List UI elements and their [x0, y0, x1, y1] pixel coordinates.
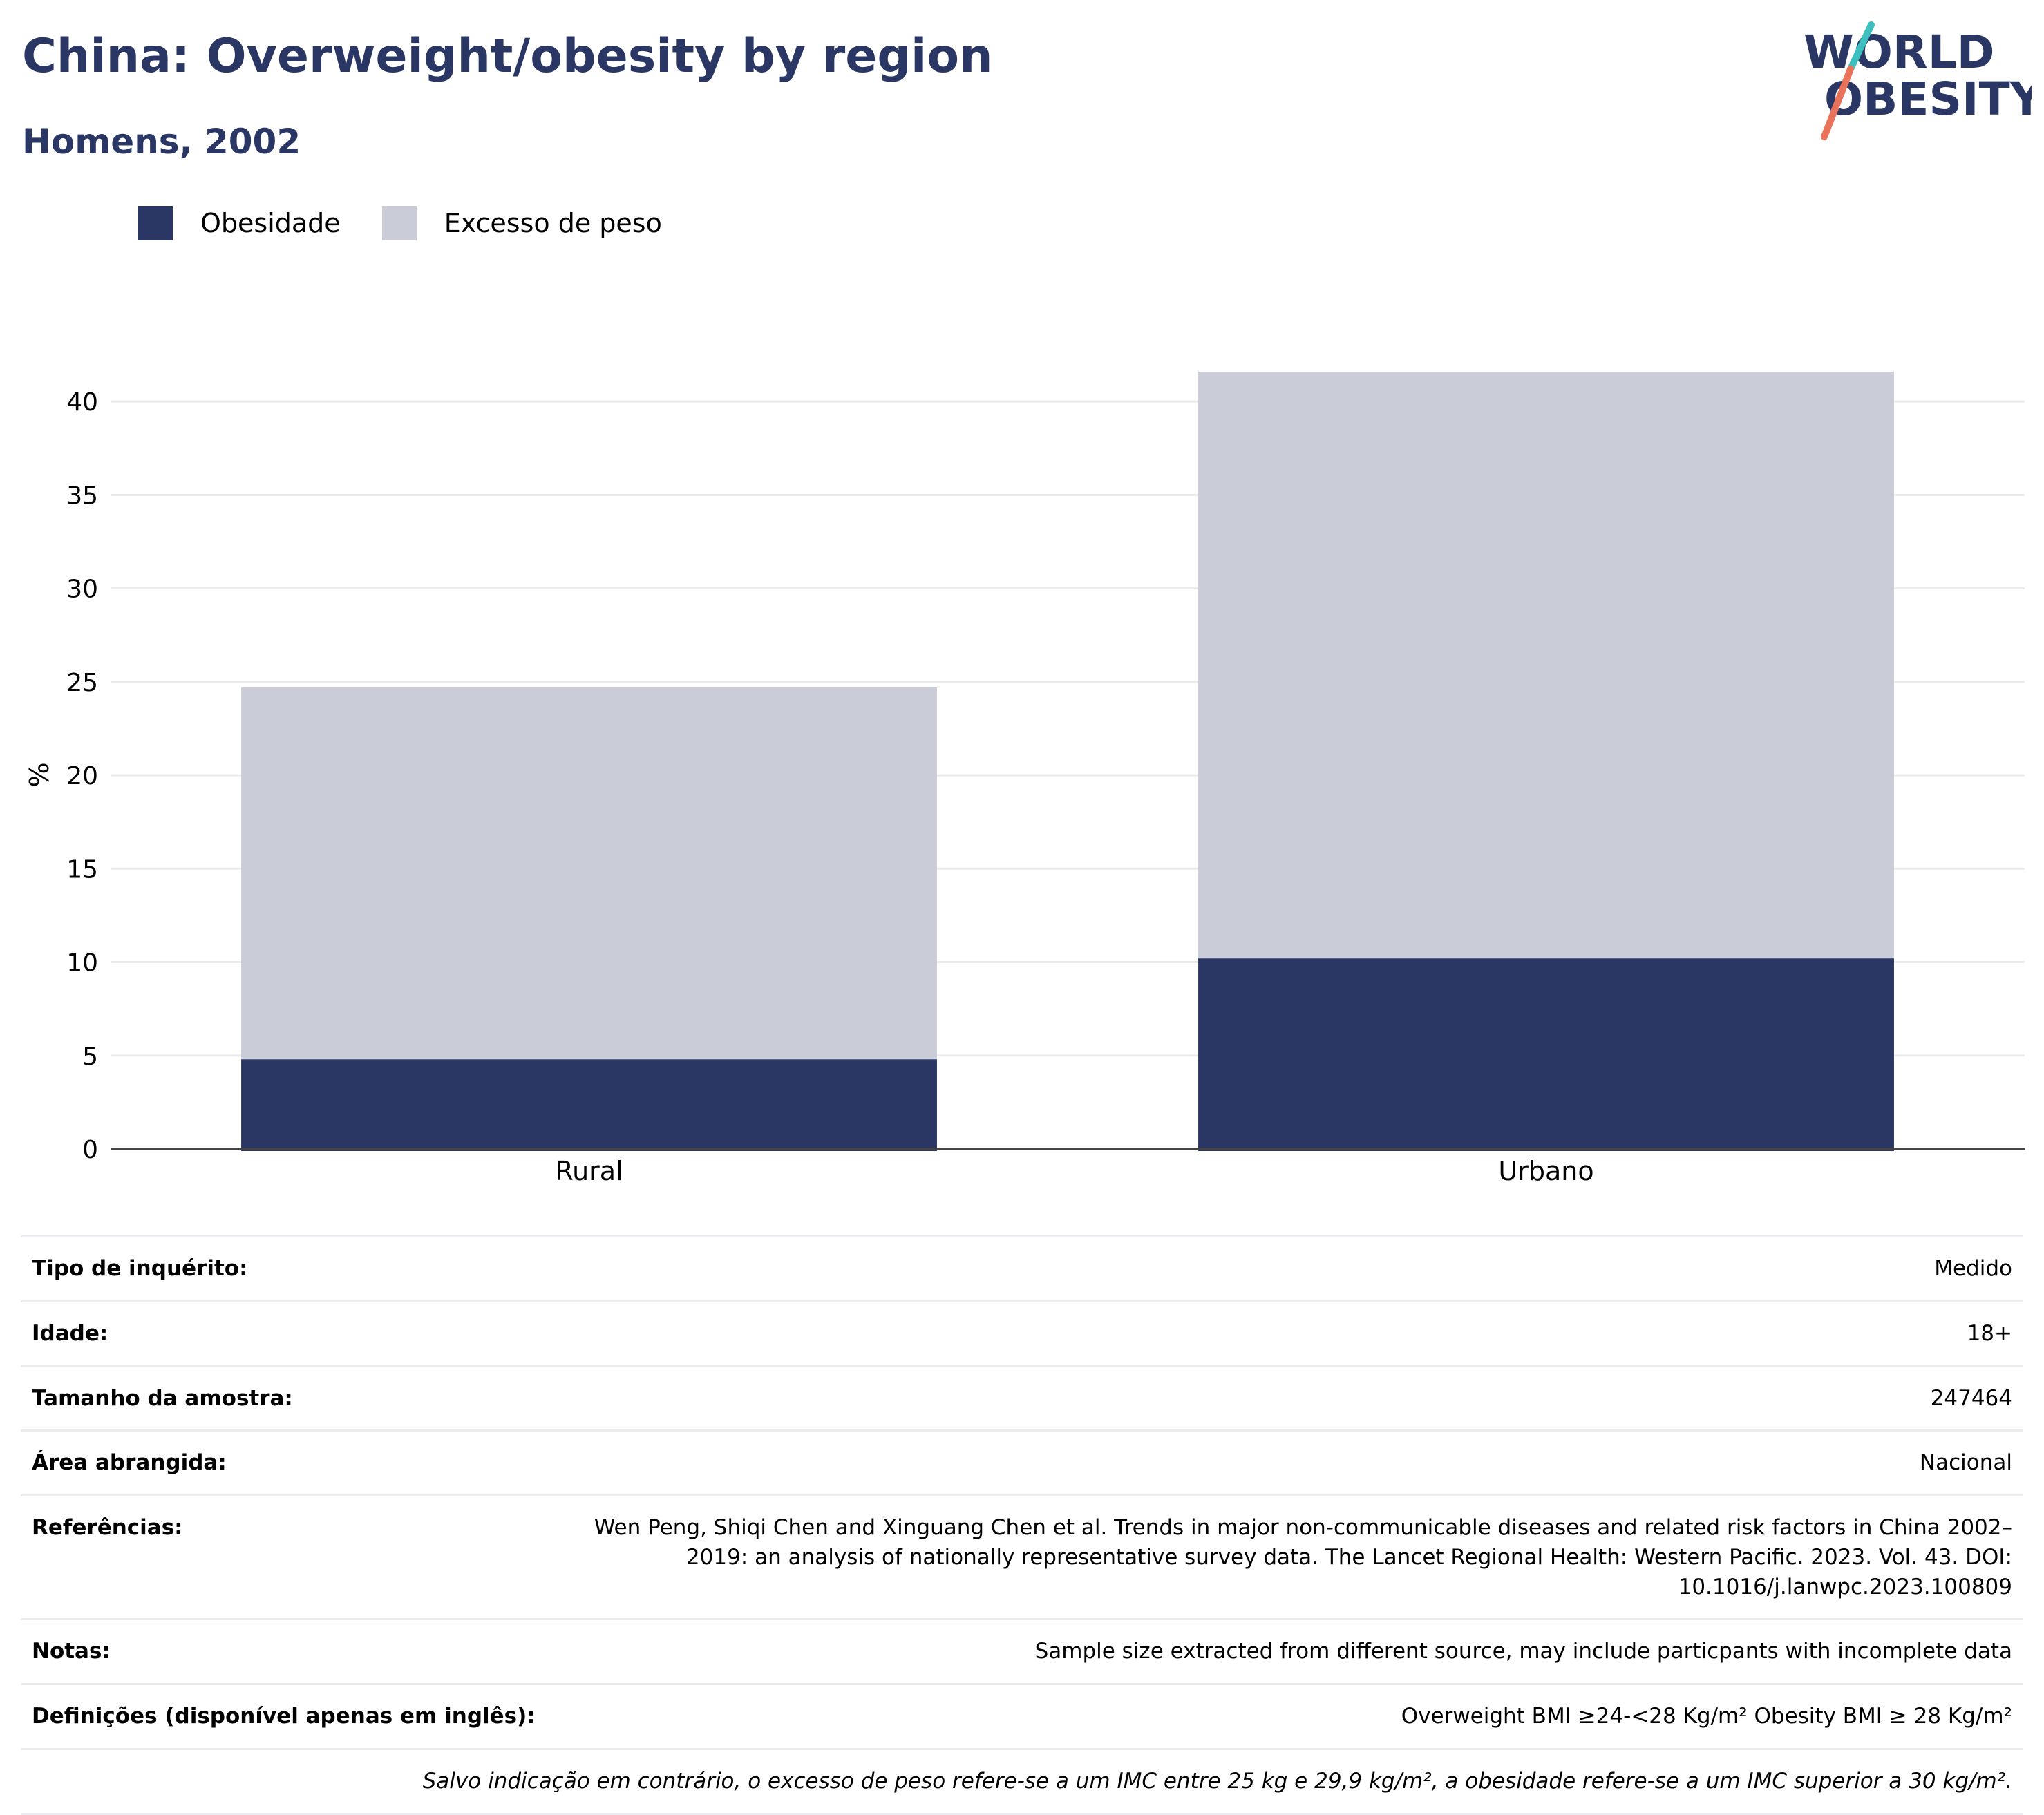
- world-obesity-logo: WORLD OBESITY: [1804, 21, 2032, 140]
- y-tick-label: 20: [66, 762, 98, 790]
- chart-subtitle: Homens, 2002: [22, 122, 301, 162]
- info-label: Notas:: [21, 1618, 554, 1684]
- info-value: 18+: [554, 1300, 2023, 1367]
- info-row: Idade: 18+: [21, 1300, 2023, 1367]
- info-label: Referências:: [21, 1494, 554, 1619]
- survey-info-body: Tipo de inquérito: Medido Idade: 18+ Tamanho…: [21, 1235, 2023, 1815]
- info-value: Medido: [554, 1235, 2023, 1302]
- y-tick-label: 5: [82, 1043, 98, 1071]
- info-label: Idade:: [21, 1300, 554, 1367]
- survey-info-table: Tipo de inquérito: Medido Idade: 18+ Tamanho…: [21, 1235, 2023, 1815]
- x-tick-label: Urbano: [1498, 1156, 1593, 1186]
- info-row-disclaimer: Salvo indicação em contrário, o excesso …: [21, 1747, 2023, 1815]
- info-value: Nacional: [554, 1429, 2023, 1496]
- bar-chart: 0 5 10 15 20 25 30 35 40 Rural Urbano %: [24, 371, 2025, 1186]
- bar-urbano-obesidade[interactable]: [1198, 958, 1894, 1151]
- y-tick-label: 25: [66, 669, 98, 697]
- bar-rural-obesidade[interactable]: [241, 1059, 937, 1151]
- logo-line2: OBESITY: [1824, 73, 2032, 126]
- disclaimer-text: Salvo indicação em contrário, o excesso …: [21, 1747, 2023, 1815]
- y-tick-label: 35: [66, 482, 98, 510]
- info-value: Overweight BMI ≥24-<28 Kg/m² Obesity BMI…: [554, 1683, 2023, 1749]
- info-value: 247464: [554, 1365, 2023, 1431]
- legend-swatch-excesso-de-peso: [381, 206, 417, 240]
- legend-label-excesso-de-peso: Excesso de peso: [444, 208, 662, 238]
- y-axis-label: %: [24, 762, 55, 787]
- info-label: Definições (disponível apenas em inglês)…: [21, 1683, 554, 1749]
- y-tick-label: 10: [66, 949, 98, 978]
- y-tick-label: 0: [82, 1136, 98, 1164]
- info-row: Notas: Sample size extracted from differe…: [21, 1618, 2023, 1684]
- info-row: Tipo de inquérito: Medido: [21, 1235, 2023, 1302]
- legend-label-obesidade: Obesidade: [200, 208, 341, 238]
- info-value: Sample size extracted from different sou…: [554, 1618, 2023, 1684]
- x-tick-labels: Rural Urbano: [555, 1156, 1593, 1186]
- legend: Obesidade Excesso de peso: [138, 206, 703, 240]
- y-tick-label: 30: [66, 576, 98, 604]
- info-label: Tipo de inquérito:: [21, 1235, 554, 1302]
- info-label: Tamanho da amostra:: [21, 1365, 554, 1431]
- legend-item-obesidade[interactable]: Obesidade: [138, 206, 341, 240]
- info-row: Área abrangida: Nacional: [21, 1429, 2023, 1496]
- logo-slash-top: [1847, 21, 1875, 73]
- bars: [241, 371, 1894, 1151]
- y-tick-label: 40: [66, 388, 98, 417]
- legend-swatch-obesidade: [138, 206, 173, 240]
- x-tick-label: Rural: [555, 1156, 623, 1186]
- info-value: Wen Peng, Shiqi Chen and Xinguang Chen e…: [554, 1494, 2023, 1619]
- info-row: Tamanho da amostra: 247464: [21, 1365, 2023, 1431]
- logo-line1: WORLD: [1804, 26, 1995, 79]
- logo-slash-bottom: [1821, 66, 1854, 140]
- info-row: Definições (disponível apenas em inglês)…: [21, 1683, 2023, 1749]
- info-row: Referências: Wen Peng, Shiqi Chen and Xin…: [21, 1494, 2023, 1619]
- bar-urbano-excesso-de-peso[interactable]: [1198, 371, 1894, 959]
- bar-rural-excesso-de-peso[interactable]: [241, 687, 937, 1060]
- info-label: Área abrangida:: [21, 1429, 554, 1496]
- y-tick-labels: 0 5 10 15 20 25 30 35 40: [66, 388, 98, 1164]
- chart-title: China: Overweight/obesity by region: [22, 29, 993, 84]
- legend-item-excesso-de-peso[interactable]: Excesso de peso: [381, 206, 662, 240]
- y-tick-label: 15: [66, 855, 98, 884]
